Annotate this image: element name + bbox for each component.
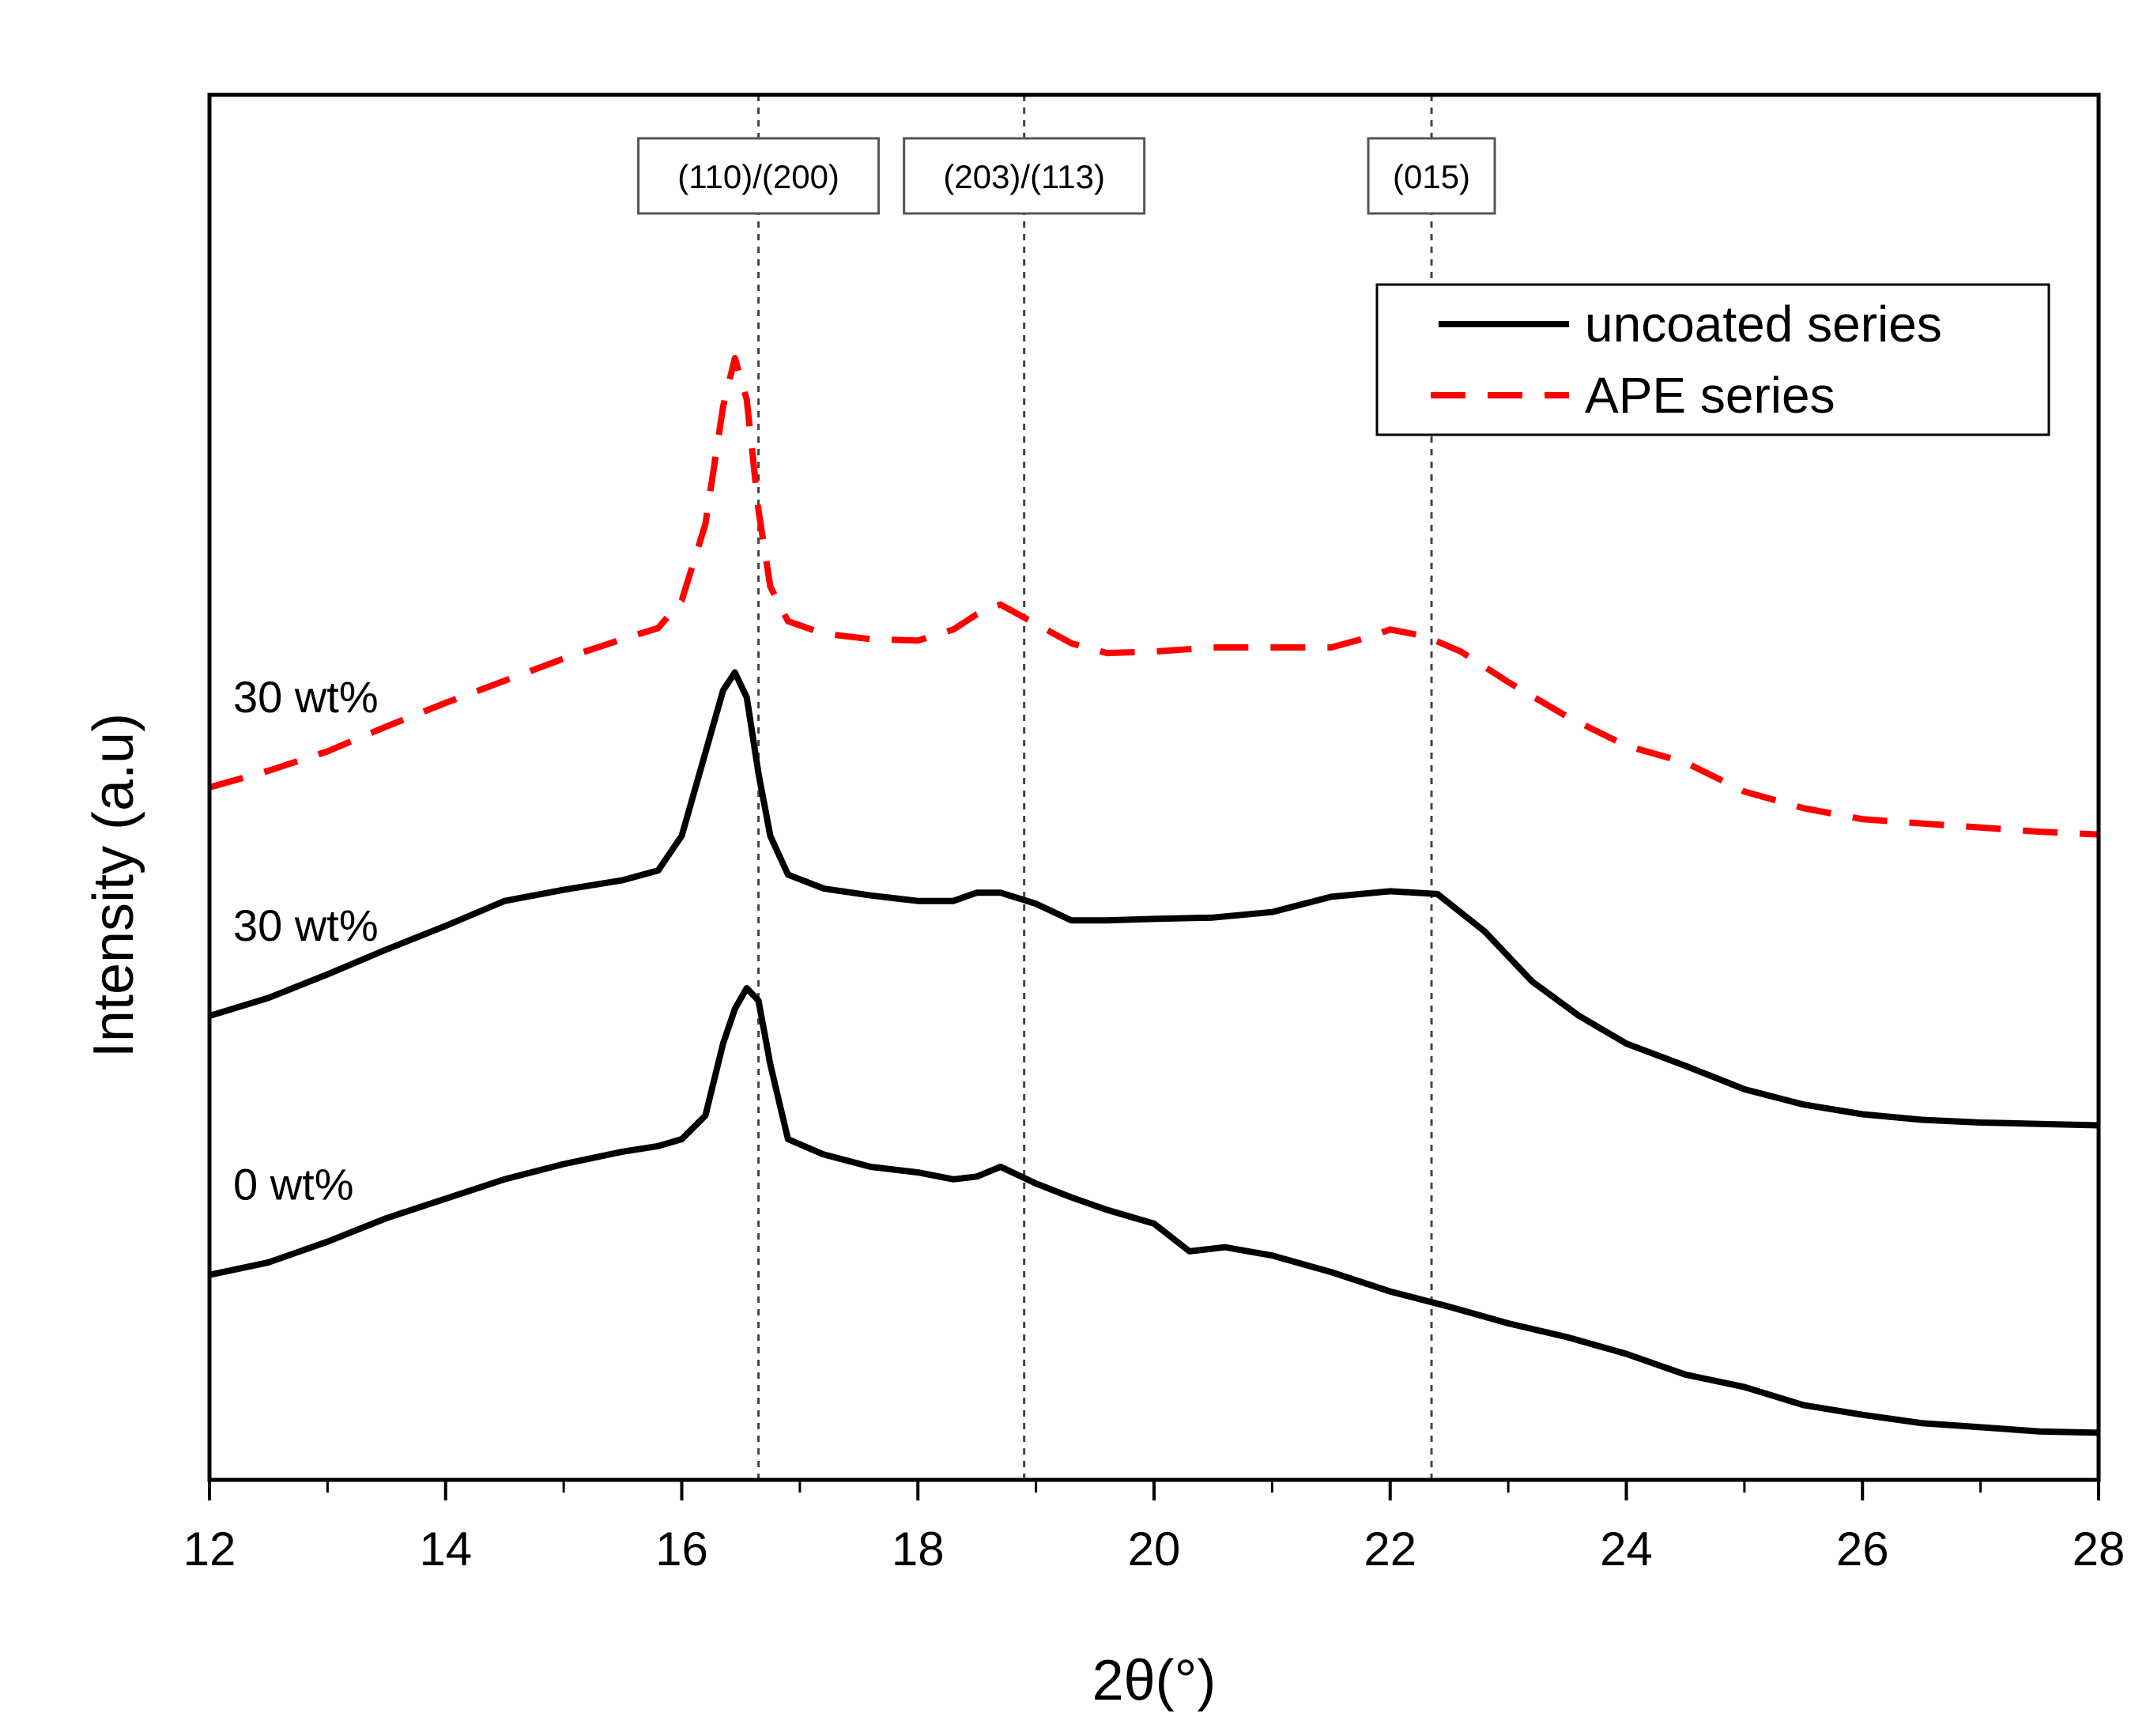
peak-label: (203)/(113): [943, 158, 1105, 195]
x-tick-label: 12: [183, 1523, 236, 1576]
peak-label-box: [1367, 137, 1496, 215]
y-axis-title: Intensity (a.u): [82, 713, 145, 1058]
curve-label: 30 wt%: [233, 672, 379, 722]
x-tick-label: 16: [655, 1523, 708, 1576]
x-tick-label: 14: [419, 1523, 472, 1576]
x-axis-ticks: 12 14 16 18 20 22 24 26 28: [183, 1480, 2125, 1576]
x-tick-label: 28: [2073, 1523, 2125, 1576]
peak-label: (110)/(200): [677, 158, 839, 195]
x-axis-title: 2θ(°): [1092, 1649, 1216, 1712]
peak-label: (015): [1393, 158, 1470, 195]
x-tick-label: 24: [1600, 1523, 1653, 1576]
curve-labels: 30 wt% 30 wt% 0 wt%: [233, 672, 379, 1210]
legend: uncoated series APE series: [1375, 283, 2050, 436]
x-tick-label: 20: [1128, 1523, 1181, 1576]
x-tick-label: 26: [1836, 1523, 1889, 1576]
curve-label: 30 wt%: [233, 900, 379, 950]
legend-label-ape: APE series: [1585, 367, 1835, 424]
series-line-ape-30wt: [208, 354, 2099, 838]
x-tick-label: 22: [1364, 1523, 1416, 1576]
curve-label: 0 wt%: [233, 1160, 354, 1210]
peak-label-box: [903, 137, 1146, 215]
series-line-uncoated-30wt: [208, 669, 2099, 1129]
series-layer: [208, 354, 2099, 1436]
legend-box: [1375, 283, 2050, 436]
x-tick-label: 18: [892, 1523, 945, 1576]
peak-labels: (110)/(200) (203)/(113) (015): [637, 137, 1496, 215]
series-line-uncoated-0wt: [209, 985, 2099, 1436]
legend-label-uncoated: uncoated series: [1585, 296, 1942, 353]
peak-label-box: [637, 137, 881, 215]
